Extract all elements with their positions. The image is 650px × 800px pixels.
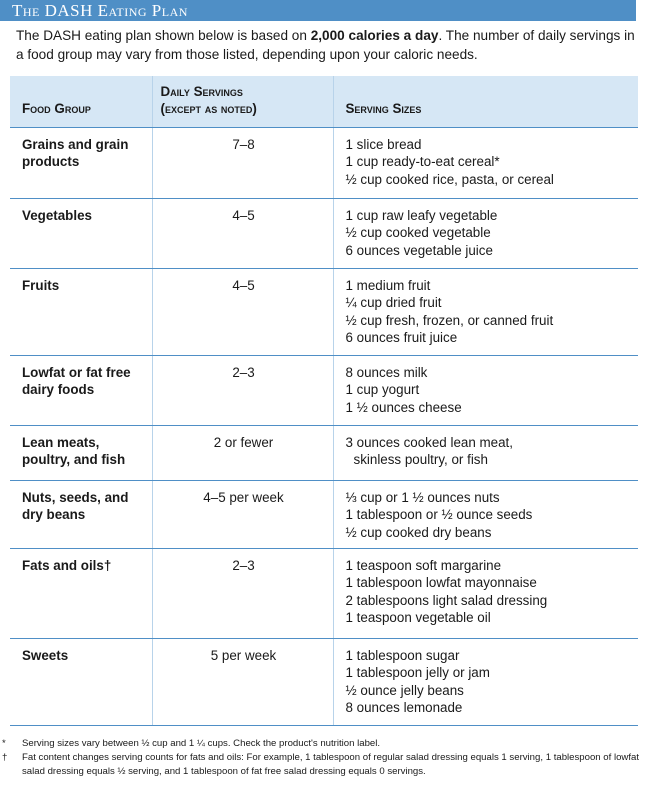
serving-sizes: 1 cup raw leafy vegetable ½ cup cooked ve… <box>332 198 638 269</box>
footnote-text: Serving sizes vary between ½ cup and 1 ¼… <box>22 738 381 749</box>
serving-size: 2 tablespoons light salad dressing <box>345 592 548 608</box>
title-bar: The DASH Eating Plan <box>0 0 636 21</box>
food-group: Sweets <box>10 638 152 726</box>
intro-text: The DASH eating plan shown below is base… <box>16 27 636 64</box>
serving-size: ½ ounce jelly beans <box>345 682 464 698</box>
table-row: Grains and grain products 7–8 1 slice brea… <box>10 127 638 199</box>
serving-size: ½ cup cooked vegetable <box>345 225 491 241</box>
serving-size: 6 ounces fruit juice <box>345 330 458 346</box>
footnote-text: Fat content changes serving counts for f… <box>22 752 640 777</box>
food-group: Fats and oils† <box>10 548 152 639</box>
serving-size: 8 ounces milk <box>345 364 428 380</box>
serving-size: 1 cup yogurt <box>345 382 420 398</box>
header-line: Food Group <box>22 100 91 116</box>
footnote-mark: † <box>2 752 8 763</box>
serving-size: skinless poultry, or fish <box>353 452 488 468</box>
table-row: Nuts, seeds, and dry beans 4–5 per week ⅓ … <box>10 480 638 549</box>
serving-sizes: 1 medium fruit ¼ cup dried fruit ½ cup fre… <box>332 268 638 356</box>
footnote: † Fat content changes serving counts for … <box>0 751 640 779</box>
serving-size: 1 cup raw leafy vegetable <box>345 207 498 223</box>
serving-size: ⅓ cup or 1 ½ ounces nuts <box>345 489 500 505</box>
daily-servings: 7–8 <box>151 127 333 199</box>
serving-size: 3 ounces cooked lean meat, <box>345 434 514 450</box>
daily-servings: 4–5 <box>151 268 333 356</box>
daily-servings: 5 per week <box>151 638 333 726</box>
serving-size: 6 ounces vegetable juice <box>345 242 493 258</box>
table-row: Fruits 4–5 1 medium fruit ¼ cup dried fruit… <box>10 268 638 356</box>
serving-size: 1 slice bread <box>345 136 422 152</box>
daily-servings: 2 or fewer <box>151 425 333 481</box>
header-line: (except as noted) <box>160 100 257 116</box>
table-row: Lowfat or fat free dairy foods 2–3 8 ounce… <box>10 355 638 426</box>
serving-size: 1 tablespoon sugar <box>345 647 460 663</box>
serving-size: 1 medium fruit <box>345 277 431 293</box>
serving-size: 1 cup ready-to-eat cereal* <box>345 154 500 170</box>
header-row: Food Group Daily Servings (except as noted… <box>10 76 638 128</box>
header-line: Serving Sizes <box>345 100 422 116</box>
table-body: Grains and grain products 7–8 1 slice brea… <box>10 127 638 726</box>
food-group: Lowfat or fat free dairy foods <box>10 355 152 426</box>
table-row: Lean meats, poultry, and fish 2 or fewer 3… <box>10 425 638 481</box>
dash-table: Food Group Daily Servings (except as noted… <box>10 76 638 726</box>
serving-size: 1 teaspoon vegetable oil <box>345 610 491 626</box>
serving-sizes: 1 teaspoon soft margarine 1 tablespoon lo… <box>332 548 638 639</box>
daily-servings: 2–3 <box>151 355 333 426</box>
serving-size: ½ cup cooked rice, pasta, or cereal <box>345 171 554 187</box>
food-group: Fruits <box>10 268 152 356</box>
food-group: Lean meats, poultry, and fish <box>10 425 152 481</box>
serving-size: 8 ounces lemonade <box>345 700 463 716</box>
food-group: Grains and grain products <box>10 127 152 199</box>
footnotes: * Serving sizes vary between ½ cup and 1 … <box>0 737 640 779</box>
serving-size: 1 tablespoon or ½ ounce seeds <box>345 507 533 523</box>
serving-sizes: 8 ounces milk 1 cup yogurt 1 ½ ounces chee… <box>332 355 638 426</box>
column-header: Daily Servings (except as noted) <box>151 76 333 128</box>
daily-servings: 4–5 <box>151 198 333 269</box>
serving-sizes: 1 tablespoon sugar 1 tablespoon jelly or … <box>332 638 638 726</box>
serving-size: 1 tablespoon lowfat mayonnaise <box>345 575 537 591</box>
header-line: Daily Servings <box>160 83 243 99</box>
footnote-mark: * <box>2 738 6 749</box>
table-row: Sweets 5 per week 1 tablespoon sugar 1 tabl… <box>10 638 638 726</box>
table-row: Fats and oils† 2–3 1 teaspoon soft margari… <box>10 548 638 639</box>
serving-size: 1 teaspoon soft margarine <box>345 557 502 573</box>
column-header: Food Group <box>10 76 152 128</box>
serving-size: 1 tablespoon jelly or jam <box>345 665 490 681</box>
daily-servings: 4–5 per week <box>151 480 333 549</box>
food-group: Vegetables <box>10 198 152 269</box>
serving-size: ½ cup cooked dry beans <box>345 524 492 540</box>
serving-size: ¼ cup dried fruit <box>345 295 442 311</box>
table-row: Vegetables 4–5 1 cup raw leafy vegetable ½ … <box>10 198 638 269</box>
serving-sizes: ⅓ cup or 1 ½ ounces nuts 1 tablespoon or … <box>332 480 638 549</box>
intro-bold: 2,000 calories a day <box>310 28 439 43</box>
serving-size: ½ cup fresh, frozen, or canned fruit <box>345 312 554 328</box>
intro-text: . The number of daily servings in a food… <box>16 28 635 62</box>
serving-sizes: 3 ounces cooked lean meat, skinless poult… <box>332 425 638 481</box>
food-group: Nuts, seeds, and dry beans <box>10 480 152 549</box>
serving-sizes: 1 slice bread 1 cup ready-to-eat cereal* ½… <box>332 127 638 199</box>
footnote: * Serving sizes vary between ½ cup and 1 … <box>0 737 640 751</box>
intro-text: The DASH eating plan shown below is base… <box>16 28 311 43</box>
daily-servings: 2–3 <box>151 548 333 639</box>
column-header: Serving Sizes <box>332 76 638 128</box>
serving-size: 1 ½ ounces cheese <box>345 399 462 415</box>
